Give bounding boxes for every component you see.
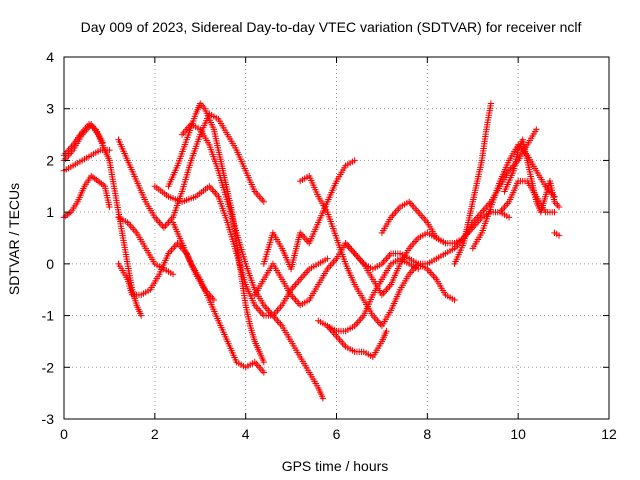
series-trace-19 bbox=[451, 100, 495, 268]
data-point bbox=[487, 100, 495, 107]
series-trace-14 bbox=[296, 172, 458, 330]
data-layer bbox=[60, 100, 563, 402]
y-tick-label: 0 bbox=[46, 256, 54, 272]
data-point bbox=[505, 214, 513, 221]
data-point bbox=[106, 146, 113, 154]
data-point bbox=[260, 198, 268, 205]
series-trace-15 bbox=[324, 322, 390, 361]
data-point bbox=[99, 139, 106, 146]
data-point bbox=[555, 232, 563, 239]
y-tick-label: 4 bbox=[46, 49, 54, 65]
x-tick-label: 0 bbox=[60, 426, 68, 442]
data-point bbox=[555, 203, 563, 211]
x-tick-label: 6 bbox=[333, 426, 341, 442]
x-tick-label: 2 bbox=[151, 426, 159, 442]
data-point bbox=[319, 395, 327, 402]
series-trace-16 bbox=[315, 255, 422, 335]
y-tick-label: 1 bbox=[46, 204, 54, 220]
y-tick-label: -1 bbox=[42, 308, 55, 324]
series-trace-7 bbox=[115, 214, 177, 278]
data-point bbox=[106, 203, 113, 211]
series-trace-4 bbox=[60, 121, 106, 159]
series-trace-10 bbox=[169, 219, 268, 376]
data-point bbox=[383, 327, 390, 335]
series-trace-3 bbox=[60, 172, 113, 221]
y-tick-label: 2 bbox=[46, 152, 54, 168]
x-tick-label: 10 bbox=[510, 426, 526, 442]
data-point bbox=[351, 157, 358, 164]
series-trace-22 bbox=[496, 177, 558, 216]
y-tick-label: -3 bbox=[42, 411, 55, 427]
data-point bbox=[551, 208, 558, 216]
series-trace-23 bbox=[551, 229, 563, 239]
x-tick-label: 4 bbox=[242, 426, 250, 442]
data-point bbox=[324, 255, 331, 262]
x-axis-label: GPS time / hours bbox=[282, 458, 389, 474]
series-trace-12 bbox=[251, 229, 449, 309]
data-point bbox=[533, 126, 540, 133]
data-point bbox=[138, 312, 145, 319]
series-trace-6 bbox=[115, 239, 218, 304]
series-trace-13 bbox=[260, 157, 358, 273]
y-tick-label: 3 bbox=[46, 101, 54, 117]
y-axis-label: SDTVAR / TECUs bbox=[6, 183, 22, 295]
series-trace-8 bbox=[151, 183, 331, 319]
series-trace-11 bbox=[178, 121, 327, 402]
x-tick-label: 12 bbox=[601, 426, 617, 442]
data-point bbox=[260, 358, 268, 366]
series-trace-5 bbox=[115, 110, 268, 231]
y-tick-label: -2 bbox=[42, 359, 55, 375]
x-tick-label: 8 bbox=[423, 426, 431, 442]
data-point bbox=[169, 271, 177, 278]
series-trace-9 bbox=[165, 100, 268, 366]
chart-title: Day 009 of 2023, Sidereal Day-to-day VTE… bbox=[81, 19, 582, 35]
data-point bbox=[260, 369, 268, 376]
grid-layer bbox=[64, 57, 609, 419]
data-point bbox=[451, 296, 458, 304]
